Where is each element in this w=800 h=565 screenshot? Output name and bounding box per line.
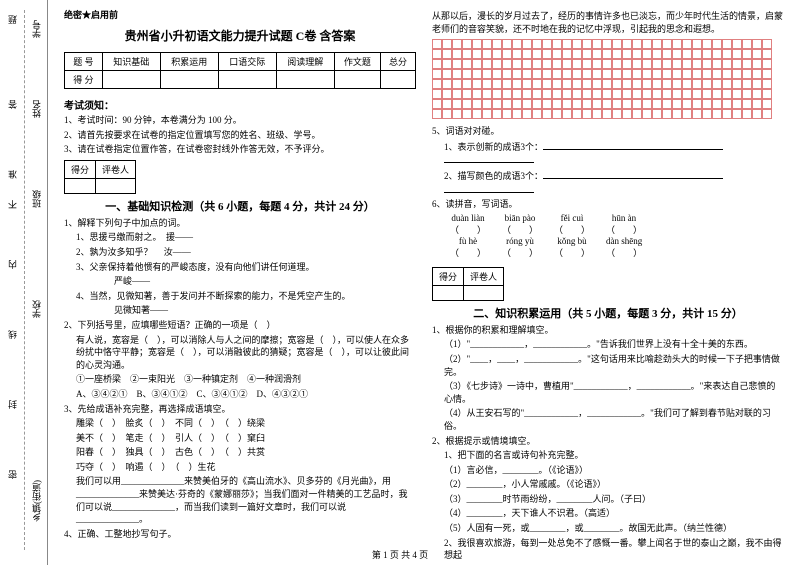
notice-item: 3、请在试卷指定位置作答，在试卷密封线外作答无效，不予评分。 [64,143,416,156]
hint: 题 [6,15,19,24]
exam-title: 贵州省小升初语文能力提升试题 C卷 含答案 [64,27,416,44]
q2opts: ①一座桥梁 ②一束阳光 ③一种镇定剂 ④一种润滑剂 [76,373,416,386]
p2q1a: （1）"____________，____________。"告诉我们世界上没有… [444,338,784,351]
q5a: 1、表示创新的成语3个： [444,140,784,167]
p2q2d: （4）________，天下谁人不识君。（高适） [444,507,784,520]
q3: 3、先给成语补充完整，再选择成语填空。 [64,403,416,416]
q5b: 2、描写颜色的成语3个： [444,169,784,196]
q6: 6、读拼音，写词语。 [432,198,784,211]
p2q1b: （2）"____，____，____________。"这句话用来比喻趁劲头大的… [444,353,784,378]
part2-title: 二、知识积累运用（共 5 小题，每题 3 分，共计 15 分） [432,305,784,321]
th: 知识基础 [102,53,160,71]
th: 口语交际 [218,53,276,71]
margin-label: 班级 [30,190,43,208]
hint: 准 [6,170,19,179]
hint: 内 [6,260,19,269]
hint: 答 [6,100,19,109]
pinyin-row: duàn liàn（ ） biān pào（ ） fěi cuì（ ） hūn … [450,213,784,236]
part1-title: 一、基础知识检测（共 6 小题，每题 4 分，共计 24 分） [64,198,416,214]
p2q2a: （1）言必信，________。（《论语》） [444,464,784,477]
p2q1: 1、根据你的积累和理解填空。 [432,324,784,337]
p2q1d: （4）从王安石写的"____________，____________。"我们可… [444,407,784,432]
writing-grid [432,39,784,119]
q1d2: 见微知著—— [114,304,416,317]
td: 得 分 [65,71,103,89]
q1a: 1、思援弓缴而射之。 援—— [76,231,416,244]
th: 题 号 [65,53,103,71]
q5: 5、词语对对碰。 [432,125,784,138]
right-column: 从那以后，漫长的岁月过去了，经历的事情许多也已淡忘，而少年时代生活的情景，启蒙老… [424,8,792,565]
hint: 封 [6,400,19,409]
q1: 1、解释下列句子中加点的词。 [64,217,416,230]
q3r: 雕梁（ ） 脍炙（ ） 不同（ ） （ ）绕梁 [76,417,416,430]
page-footer: 第 1 页 共 4 页 [0,548,800,561]
q3r: 美不（ ） 笔走（ ） 引人（ ） （ ）窠臼 [76,432,416,445]
th: 积累运用 [160,53,218,71]
notice-item: 1、考试时间：90 分钟，本卷满分为 100 分。 [64,114,416,127]
th: 阅读理解 [276,53,334,71]
left-column: 绝密★启用前 贵州省小升初语文能力提升试题 C卷 含答案 题 号 知识基础 积累… [56,8,424,565]
right-intro: 从那以后，漫长的岁月过去了，经历的事情许多也已淡忘，而少年时代生活的情景，启蒙老… [432,10,784,35]
q3r: 巧夺（ ） 响遏（ ） （ ）生花 [76,461,416,474]
seal-line [24,10,25,550]
binding-margin: 学号 姓名 班级 学校 乡镇(街道) 题 答 准 不 内 线 封 密 [0,0,48,565]
margin-label: 乡镇(街道) [30,480,43,522]
q1c: 3、父亲保持着他惯有的严峻态度，没有向他们讲任何道理。 [76,261,416,274]
hint: 线 [6,330,19,339]
p2q1c: （3）《七步诗》一诗中，曹植用"____________，___________… [444,380,784,405]
notice-item: 2、请首先按要求在试卷的指定位置填写您的姓名、班级、学号。 [64,129,416,142]
p2q2c: （3）________时节雨纷纷，________人问。（子曰） [444,493,784,506]
confidential-tag: 绝密★启用前 [64,8,416,21]
q1c2: 严峻—— [114,275,416,288]
margin-label: 学号 [30,20,43,38]
q2a: A、③④②① B、③④①② C、③④①② D、④③②① [76,388,416,401]
margin-label: 学校 [30,300,43,318]
q2t: 有人说，宽容是（ ），可以消除人与人之间的摩擦；宽容是（ ），可以使人在众多纷扰… [76,334,416,372]
q1d: 4、当然，见微知著，善于发问并不断探索的能力，不是凭空产生的。 [76,290,416,303]
q1b: 2、孰为汝多知乎？ 汝—— [76,246,416,259]
th: 作文题 [334,53,380,71]
score-table: 题 号 知识基础 积累运用 口语交际 阅读理解 作文题 总分 得 分 [64,52,416,89]
q4: 4、正确、工整地抄写句子。 [64,528,416,541]
q3t1: 我们可以用______________来赞美伯牙的《高山流水》、贝多芬的《月光曲… [76,475,416,525]
th: 总分 [381,53,416,71]
notice-head: 考试须知： [64,97,416,112]
hint: 密 [6,470,19,479]
q2: 2、下列括号里，应填哪些短语？正确的一项是（ ） [64,319,416,332]
scorebox: 得分评卷人 [432,267,504,301]
p2q2b: （2）________，小人常戚戚。（《论语》） [444,478,784,491]
p2q2e: （5）人固有一死，或________，或________。故国无此声。（纳兰性德… [444,522,784,535]
q3r: 阳春（ ） 独具（ ） 古色（ ） （ ）共赏 [76,446,416,459]
pinyin-row: fù hè（ ） róng yù（ ） kǒng bù（ ） dàn shēng… [450,236,784,259]
hint: 不 [6,200,19,209]
p2q2h: 1、把下面的名言或诗句补充完整。 [444,449,784,462]
scorebox: 得分评卷人 [64,160,136,194]
p2q2: 2、根据提示或情境填空。 [432,435,784,448]
margin-label: 姓名 [30,100,43,118]
